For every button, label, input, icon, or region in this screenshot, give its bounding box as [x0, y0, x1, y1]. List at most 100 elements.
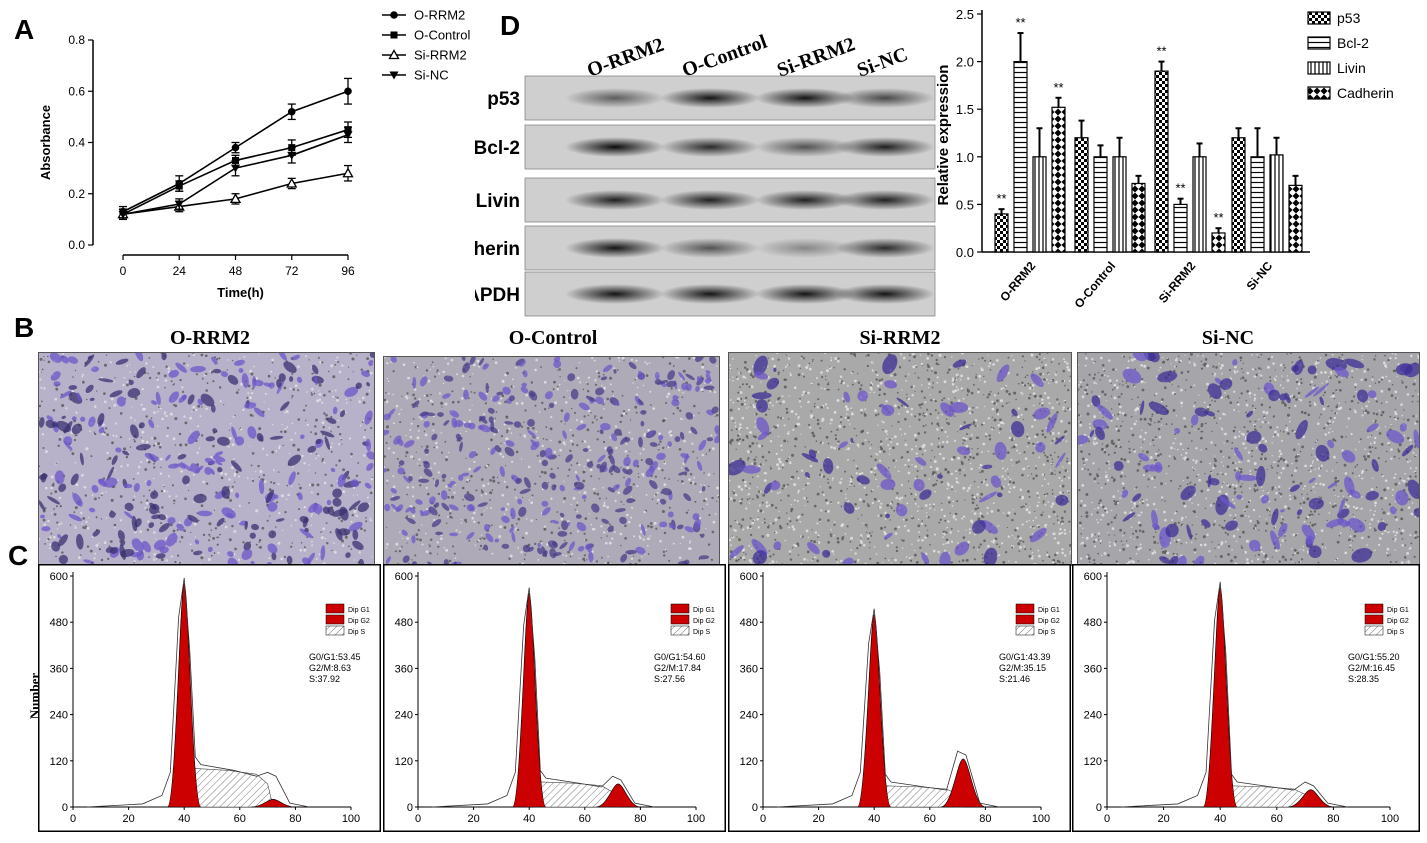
- pore: [1039, 402, 1041, 405]
- pore: [837, 440, 840, 443]
- pore: [1113, 396, 1117, 400]
- stained-cell: [468, 450, 477, 459]
- pore: [1038, 554, 1041, 558]
- stained-cell: [537, 547, 543, 555]
- pore: [701, 508, 704, 510]
- pore: [678, 448, 682, 451]
- pore: [1088, 423, 1091, 425]
- stained-cell: [278, 373, 286, 382]
- pore: [799, 521, 802, 523]
- pore: [1027, 490, 1030, 493]
- pore: [392, 422, 395, 425]
- pore: [437, 492, 441, 496]
- pore: [384, 455, 386, 458]
- pore: [729, 399, 732, 401]
- pore: [1037, 366, 1041, 370]
- pore: [56, 462, 58, 464]
- pore: [57, 461, 59, 463]
- pore: [1107, 453, 1110, 456]
- pore: [52, 409, 56, 412]
- bar-p53-si-rrm2: [1154, 70, 1169, 253]
- pore: [205, 389, 208, 392]
- pore: [242, 408, 245, 411]
- stained-cell: [214, 451, 224, 457]
- pore: [646, 545, 649, 547]
- pore: [39, 371, 41, 374]
- blot-band: [565, 137, 665, 157]
- pore: [576, 462, 579, 465]
- pore: [331, 442, 333, 445]
- pore: [1041, 361, 1043, 364]
- pore: [94, 497, 97, 501]
- stained-cell: [148, 522, 155, 529]
- pore: [291, 394, 294, 397]
- pore: [540, 470, 544, 474]
- pore: [508, 427, 511, 430]
- pore: [746, 426, 749, 430]
- pore: [736, 377, 739, 381]
- pore: [202, 533, 206, 537]
- pore: [699, 490, 702, 494]
- pore: [787, 441, 789, 443]
- pore: [85, 520, 88, 524]
- pore: [163, 374, 167, 378]
- pore: [179, 443, 183, 447]
- pore: [572, 496, 576, 500]
- pore: [1036, 495, 1038, 497]
- pore: [501, 379, 505, 383]
- stained-cell: [406, 517, 416, 525]
- pore: [490, 507, 492, 509]
- pore: [888, 559, 890, 561]
- pore: [861, 536, 863, 538]
- pore: [262, 478, 265, 481]
- pore: [790, 504, 792, 506]
- pore: [785, 485, 787, 488]
- pore: [1206, 408, 1210, 412]
- pore: [1128, 560, 1131, 564]
- stained-cell: [124, 511, 134, 519]
- pore: [693, 404, 696, 408]
- panel-letter-a: A: [14, 14, 35, 45]
- pore: [593, 492, 596, 495]
- pore: [833, 523, 836, 526]
- stained-cell: [364, 482, 372, 489]
- pore: [1279, 430, 1282, 432]
- pore: [560, 517, 564, 521]
- stained-cell: [501, 515, 510, 523]
- stained-cell: [157, 514, 167, 521]
- pore: [1007, 511, 1011, 515]
- stained-cell: [596, 463, 602, 469]
- pore: [643, 510, 647, 514]
- pore: [736, 521, 739, 524]
- pore: [251, 392, 254, 395]
- pore: [969, 437, 972, 441]
- pore: [917, 376, 920, 379]
- stained-cell: [769, 480, 781, 491]
- pore: [920, 407, 922, 409]
- pore: [1221, 428, 1224, 431]
- pore: [104, 363, 107, 367]
- pore: [1385, 552, 1388, 554]
- pore: [797, 418, 799, 420]
- pore: [735, 559, 738, 562]
- pore: [271, 358, 274, 362]
- pore: [283, 430, 287, 434]
- pore: [1059, 491, 1062, 494]
- pore: [824, 510, 827, 513]
- pore: [662, 446, 665, 450]
- pore: [854, 552, 857, 555]
- pore: [139, 530, 142, 533]
- pore: [880, 443, 882, 446]
- pore: [556, 388, 559, 391]
- pore: [192, 409, 195, 411]
- pore: [201, 406, 203, 408]
- pore: [837, 501, 840, 504]
- pore: [836, 399, 840, 402]
- pore: [563, 497, 567, 500]
- pore: [227, 359, 229, 361]
- pore: [677, 357, 680, 359]
- pore: [387, 447, 391, 450]
- pore: [786, 483, 789, 486]
- pore: [1345, 436, 1347, 438]
- stained-cell: [464, 493, 475, 502]
